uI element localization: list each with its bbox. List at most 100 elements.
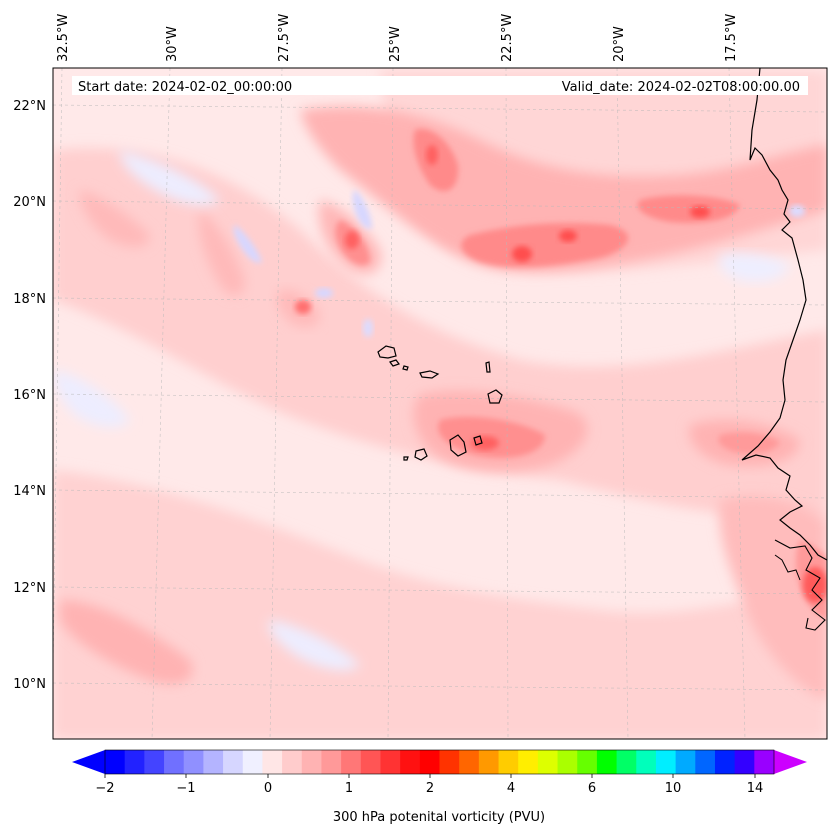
colorbar-tick-label: 14 — [747, 781, 764, 796]
colorbar-segment — [537, 750, 559, 774]
colorbar-segment — [577, 750, 598, 774]
map-panel: Start date: 2024-02-02_00:00:00 Valid_da… — [52, 67, 828, 740]
meridian-line — [387, 68, 394, 739]
colorbar-segment — [616, 750, 637, 774]
colorbar-segment — [478, 750, 500, 774]
colorbar-segment — [262, 750, 283, 774]
pv-contour-light — [53, 470, 827, 739]
pv-contour-medium — [60, 600, 193, 684]
colorbar-segment — [596, 750, 618, 774]
pv-maximum — [559, 230, 577, 242]
pv-negative-patch — [363, 319, 373, 337]
colorbar-segment — [183, 750, 204, 774]
colorbar-label: 300 hPa potenital vorticity (PVU) — [333, 810, 545, 825]
pv-negative-patch — [268, 620, 360, 671]
lat-label: 14°N — [13, 484, 46, 499]
pv-maximum — [690, 206, 710, 218]
colorbar-segment — [518, 750, 539, 774]
island-outline — [389, 359, 400, 367]
lat-label: 20°N — [13, 195, 46, 210]
island-outline — [377, 345, 397, 359]
island-outline — [402, 365, 409, 371]
pv-maximum — [345, 231, 359, 249]
pv-negative-patch — [352, 190, 372, 229]
lon-label: 25°W — [388, 26, 403, 62]
colorbar-tick-label: −2 — [95, 781, 114, 796]
africa-coastline — [741, 68, 827, 561]
lon-label: 30°W — [165, 26, 180, 62]
pv-negative-patch — [789, 205, 805, 217]
colorbar-segment — [105, 750, 126, 774]
cape-verde-islands — [377, 345, 503, 461]
colorbar-segment — [400, 750, 421, 774]
colorbar-min-extension — [72, 750, 105, 774]
graticule — [53, 68, 827, 739]
colorbar-ticks: −2 −1 0 1 2 4 6 10 14 — [95, 774, 763, 796]
colorbar-segment — [144, 750, 165, 774]
pv-maximum — [426, 145, 438, 165]
island-outline — [419, 370, 440, 379]
meridian-line — [151, 68, 171, 739]
pv-negative-patch — [53, 370, 130, 428]
date-header-box — [72, 76, 808, 95]
colorbar-segment — [321, 750, 342, 774]
pv-maximum — [512, 246, 532, 262]
lon-label: 27.5°W — [277, 14, 292, 62]
colorbar-segment — [341, 750, 362, 774]
latitude-labels: 22°N 20°N 18°N 16°N 14°N 12°N 10°N — [13, 99, 46, 692]
colorbar-segment — [203, 750, 224, 774]
africa-coastline — [774, 539, 826, 631]
island-outline — [403, 456, 409, 461]
lon-label: 17.5°W — [724, 14, 739, 62]
pv-maximum — [295, 300, 311, 314]
pv-contour-strong — [461, 223, 629, 268]
colorbar-segment — [734, 750, 755, 774]
colorbar-tick-label: 1 — [345, 781, 353, 796]
colorbar-segment — [754, 750, 775, 774]
colorbar-segment — [675, 750, 696, 774]
colorbar-tick-label: 6 — [588, 781, 596, 796]
lat-label: 18°N — [13, 292, 46, 307]
meridian-line — [616, 68, 629, 739]
colorbar-segment — [380, 750, 401, 774]
pv-negative-patch — [718, 253, 790, 282]
meridian-line — [53, 68, 63, 693]
colorbar-max-extension — [774, 750, 807, 774]
lat-label: 12°N — [13, 581, 46, 596]
colorbar-segment — [459, 750, 480, 774]
valid-date-text: Valid_date: 2024-02-02T08:00:00.00 — [562, 80, 800, 95]
start-date-text: Start date: 2024-02-02_00:00:00 — [78, 80, 292, 95]
island-outline — [414, 448, 428, 461]
lon-label: 20°W — [612, 26, 627, 62]
pv-contour-strong — [637, 195, 740, 223]
colorbar-segment — [223, 750, 244, 774]
colorbar-tick-label: 0 — [264, 781, 272, 796]
colorbar-tick-label: 2 — [426, 781, 434, 796]
longitude-labels: 32.5°W 30°W 27.5°W 25°W 22.5°W 20°W 17.5… — [56, 14, 739, 62]
africa-coastline — [774, 554, 801, 581]
colorbar-segment — [636, 750, 657, 774]
meridian-line — [505, 68, 509, 739]
colorbar-tick-label: 4 — [507, 781, 515, 796]
colorbar-segment — [439, 750, 460, 774]
pv-contour-medium — [79, 190, 150, 247]
island-outline — [485, 361, 491, 373]
island-outline — [449, 434, 467, 457]
pv-contour-medium — [198, 210, 245, 296]
colorbar-segment — [301, 750, 323, 774]
pv-field — [53, 68, 827, 739]
colorbar-segment — [655, 750, 677, 774]
pv-negative-patch — [315, 288, 333, 298]
colorbar-segment — [164, 750, 185, 774]
lat-label: 22°N — [13, 99, 46, 114]
colorbar-segment — [714, 750, 736, 774]
lat-label: 10°N — [13, 677, 46, 692]
colorbar-segment — [124, 750, 145, 774]
colorbar-segment — [695, 750, 716, 774]
colorbar-segment — [557, 750, 578, 774]
pv-negative-patch — [233, 225, 262, 263]
colorbar-frame — [104, 749, 775, 775]
colorbar-segment — [419, 750, 441, 774]
map-frame — [52, 67, 828, 740]
